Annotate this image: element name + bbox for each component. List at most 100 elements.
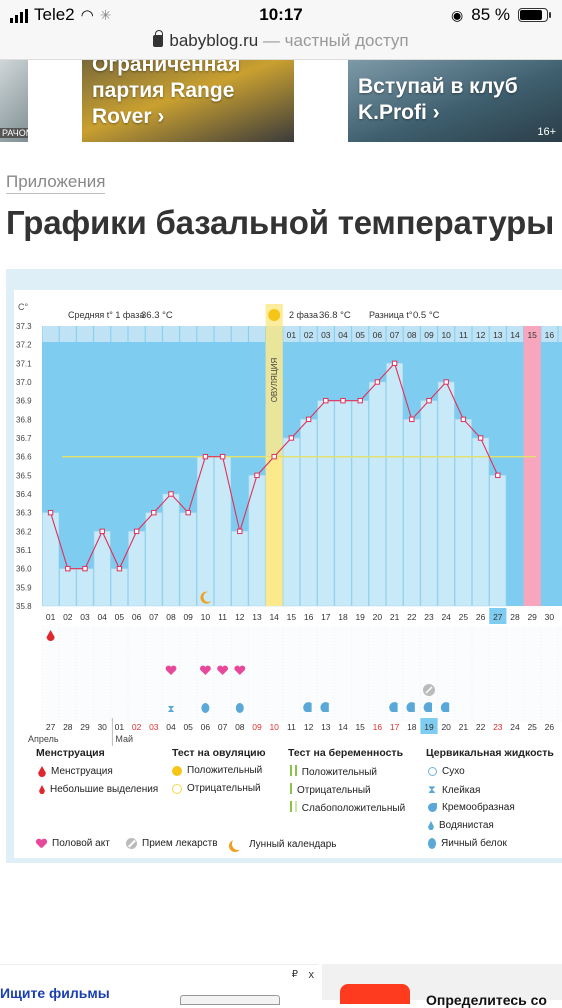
ad-banner-left[interactable]: РАЧОМ bbox=[0, 60, 28, 142]
temperature-bar bbox=[43, 513, 59, 606]
cycle-day-label: 03 bbox=[80, 612, 90, 622]
ad-banner-kprofi[interactable]: Вступай в клуб K.Profi ›16+ bbox=[348, 60, 562, 142]
legend-menstruation: Менструация bbox=[38, 766, 113, 777]
ad-bottom-right-text: Определитесь со bbox=[426, 992, 547, 1008]
phase1-label: Средняя t° 1 фаза bbox=[68, 310, 144, 320]
legend-pregnancy-positive: Положительный bbox=[290, 765, 377, 779]
address-bar[interactable]: babyblog.ru — частный доступ bbox=[0, 31, 562, 51]
temperature-point bbox=[117, 566, 121, 570]
battery-icon bbox=[518, 8, 548, 22]
ad-right-text: Вступай в клуб K.Profi › bbox=[358, 74, 548, 126]
legend-cervical-watery: Водянистая bbox=[428, 820, 494, 831]
calendar-date-label: 13 bbox=[321, 722, 331, 732]
temperature-point bbox=[496, 473, 500, 477]
events-grid bbox=[42, 626, 562, 722]
hourglass-icon: ⧗ bbox=[428, 784, 437, 797]
cycle-day-label: 23 bbox=[424, 612, 434, 622]
phase2-day-label: 05 bbox=[355, 330, 365, 340]
ad-bottom-right[interactable]: Определитесь со bbox=[322, 964, 562, 1000]
calendar-date-label: 10 bbox=[269, 722, 279, 732]
day-header-cell bbox=[232, 326, 248, 342]
temperature-point bbox=[289, 436, 293, 440]
temperature-point bbox=[238, 529, 242, 533]
temperature-bar bbox=[60, 569, 76, 606]
temperature-bar bbox=[318, 401, 334, 606]
temperature-point bbox=[272, 454, 276, 458]
calendar-date-label: 24 bbox=[510, 722, 520, 732]
legend-cervical-creamy: Кремообразная bbox=[428, 802, 515, 813]
day-header-cell bbox=[215, 326, 231, 342]
calendar-date-label: 08 bbox=[235, 722, 245, 732]
y-tick-label: 36.7 bbox=[16, 434, 32, 443]
ad-close-icon[interactable]: x bbox=[309, 969, 315, 981]
calendar-date-label: 23 bbox=[493, 722, 503, 732]
temperature-bar bbox=[352, 401, 368, 606]
ovulation-label: ОВУЛЯЦИЯ bbox=[270, 357, 279, 402]
ad-bottom-left[interactable]: Ищите фильмы ₽ x bbox=[0, 964, 318, 1000]
ad-middle-text: Ограниченная партия Range Rover › bbox=[92, 60, 282, 130]
ad-bottom-left-button[interactable] bbox=[180, 995, 280, 1005]
age-rating: 16+ bbox=[537, 126, 556, 138]
url-note: — частный доступ bbox=[258, 31, 408, 50]
phase2-value: 36.8 °C bbox=[319, 310, 351, 321]
phase2-day-label: 09 bbox=[424, 330, 434, 340]
temperature-point bbox=[152, 510, 156, 514]
cycle-day-label: 27 bbox=[493, 612, 503, 622]
battery-percent: 85 % bbox=[471, 5, 510, 25]
cycle-day-label: 15 bbox=[287, 612, 297, 622]
y-tick-label: 37.2 bbox=[16, 341, 32, 350]
temperature-bar bbox=[232, 531, 248, 606]
diff-value: 0.5 °C bbox=[413, 310, 440, 321]
y-tick-label: 36.5 bbox=[16, 471, 32, 480]
y-tick-label: 36.8 bbox=[16, 415, 32, 424]
ad-bottom-left-text: Ищите фильмы bbox=[0, 985, 110, 1001]
egg-white-icon bbox=[236, 703, 244, 713]
phase2-day-label: 15 bbox=[527, 330, 537, 340]
day-header-cell bbox=[180, 326, 196, 342]
y-tick-label: 36.9 bbox=[16, 397, 32, 406]
page-title: Графики базальной температуры bbox=[6, 204, 554, 242]
calendar-date-label: 15 bbox=[355, 722, 365, 732]
calendar-date-label: 02 bbox=[132, 722, 142, 732]
cycle-day-label: 28 bbox=[510, 612, 520, 622]
cycle-day-label: 22 bbox=[407, 612, 417, 622]
ad-banner-range-rover[interactable]: Ограниченная партия Range Rover › bbox=[82, 60, 294, 142]
temperature-point bbox=[169, 492, 173, 496]
temperature-bar bbox=[335, 401, 351, 606]
phase2-day-label: 16 bbox=[545, 330, 555, 340]
url-host: babyblog.ru bbox=[169, 31, 258, 50]
water-drop-icon bbox=[428, 821, 434, 830]
cycle-day-label: 25 bbox=[459, 612, 469, 622]
cycle-day-label: 29 bbox=[527, 612, 537, 622]
calendar-date-label: 03 bbox=[149, 722, 159, 732]
temperature-bar bbox=[283, 438, 299, 606]
y-tick-label: 35.9 bbox=[16, 583, 32, 592]
day-header-cell bbox=[197, 326, 213, 342]
cycle-day-label: 11 bbox=[218, 612, 227, 622]
small-drop-icon bbox=[39, 785, 45, 794]
temperature-point bbox=[66, 566, 70, 570]
temperature-point bbox=[358, 398, 362, 402]
cycle-day-label: 09 bbox=[183, 612, 193, 622]
phase2-day-label: 07 bbox=[390, 330, 400, 340]
pill-icon bbox=[126, 838, 137, 849]
month-label-may: Май bbox=[115, 734, 133, 744]
y-tick-label: 36.3 bbox=[16, 509, 32, 518]
y-tick-label: 36.4 bbox=[16, 490, 32, 499]
cycle-day-label: 17 bbox=[321, 612, 331, 622]
temperature-point bbox=[255, 473, 259, 477]
cycle-day-label: 10 bbox=[201, 612, 211, 622]
temperature-bar bbox=[421, 401, 437, 606]
y-tick-label: 35.8 bbox=[16, 602, 32, 611]
temperature-bar bbox=[77, 569, 93, 606]
ring-icon bbox=[428, 767, 437, 776]
phase2-day-label: 11 bbox=[459, 330, 468, 340]
calendar-date-label: 19 bbox=[424, 722, 434, 732]
breadcrumb[interactable]: Приложения bbox=[6, 172, 105, 194]
temperature-bar bbox=[455, 419, 471, 606]
phase2-day-label: 02 bbox=[304, 330, 314, 340]
temperature-point bbox=[392, 361, 396, 365]
calendar-date-label: 14 bbox=[338, 722, 348, 732]
y-tick-label: 36.2 bbox=[16, 527, 32, 536]
